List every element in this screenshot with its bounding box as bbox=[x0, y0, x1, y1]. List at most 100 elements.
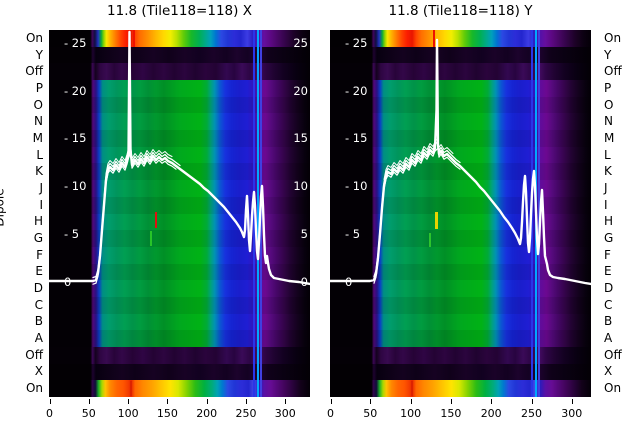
heatmap-band-j bbox=[49, 180, 310, 198]
power-trace-x bbox=[49, 30, 310, 286]
x-tick-label-x-200: 200 bbox=[196, 407, 218, 420]
heatmap-band-b bbox=[49, 313, 310, 331]
dipole-label-h: H bbox=[604, 214, 614, 229]
dipole-label-i: I bbox=[39, 197, 43, 212]
x-tick-label-x-150: 150 bbox=[156, 407, 178, 420]
heatmap-band-c bbox=[49, 296, 310, 315]
dipole-labels-left: On Y Off P O N M L K J I H G F E D C B A Off X On bbox=[0, 30, 43, 397]
spectral-line-mark-x-5 bbox=[155, 212, 157, 228]
dipole-label-off: Off bbox=[604, 64, 622, 79]
heatmap-band-n bbox=[49, 113, 310, 131]
x-tick-label-y-150: 150 bbox=[440, 407, 462, 420]
heatmap-band-off bbox=[49, 346, 310, 365]
heatmap-band-o bbox=[330, 96, 591, 115]
db-tick-right-0: 0 bbox=[300, 274, 308, 289]
db-tick-left-15: - 15 bbox=[345, 131, 368, 146]
x-tick-label-y-0: 0 bbox=[327, 407, 334, 420]
x-tick-label-y-300: 300 bbox=[561, 407, 583, 420]
x-tick-y-50 bbox=[370, 399, 372, 404]
dipole-label-f: F bbox=[604, 247, 611, 262]
db-tick-left-25: - 25 bbox=[64, 35, 87, 50]
power-trace-y bbox=[330, 38, 591, 286]
db-tick-left-5: - 5 bbox=[345, 226, 361, 241]
heatmap-band-e bbox=[49, 263, 310, 281]
dipole-label-n: N bbox=[604, 114, 613, 129]
dipole-label-y: Y bbox=[604, 47, 612, 62]
heatmap-band-m bbox=[330, 130, 591, 148]
spectral-line-mark-y-5 bbox=[435, 212, 438, 229]
dipole-label-l: L bbox=[36, 147, 43, 162]
heatmap-band-y bbox=[49, 46, 310, 65]
heatmap-band-on bbox=[49, 30, 310, 48]
dipole-label-b: B bbox=[604, 314, 613, 329]
x-tick-x-300 bbox=[285, 399, 287, 404]
heatmap-panel-y: - 25 - 20 - 15 - 10 - 5 0 bbox=[330, 30, 591, 397]
db-tick-left-15: - 15 bbox=[64, 131, 87, 146]
db-tick-right-10: 10 bbox=[293, 179, 308, 193]
dipole-label-e: E bbox=[604, 264, 612, 279]
db-tick-left-20: - 20 bbox=[64, 83, 87, 98]
x-tick-y-100 bbox=[410, 399, 412, 404]
heatmap-band-y bbox=[330, 46, 591, 65]
dipole-label-f: F bbox=[36, 247, 43, 262]
spectral-line-mark-y-6 bbox=[429, 233, 431, 247]
heatmap-panel-x: - 25 25 - 20 20 - 15 15 - 10 10 - 5 5 0 0 bbox=[49, 30, 310, 397]
db-tick-left-0: 0 bbox=[345, 274, 353, 289]
heatmap-band-on bbox=[330, 380, 591, 397]
x-tick-label-y-200: 200 bbox=[480, 407, 502, 420]
x-tick-label-x-0: 0 bbox=[46, 407, 53, 420]
dipole-label-x: X bbox=[34, 364, 43, 379]
heatmap-band-l bbox=[49, 146, 310, 165]
heatmap-band-f bbox=[49, 246, 310, 265]
heatmap-band-m bbox=[49, 130, 310, 148]
x-tick-y-250 bbox=[531, 399, 533, 404]
dipole-label-k: K bbox=[35, 164, 43, 179]
dipole-label-c: C bbox=[604, 297, 613, 312]
dipole-label-m: M bbox=[32, 131, 43, 146]
x-tick-label-x-100: 100 bbox=[117, 407, 139, 420]
dipole-label-d: D bbox=[604, 281, 614, 296]
dipole-label-h: H bbox=[33, 214, 43, 229]
x-tick-label-x-250: 250 bbox=[235, 407, 257, 420]
dipole-label-off: Off bbox=[25, 64, 43, 79]
dipole-label-a: A bbox=[34, 331, 43, 346]
x-tick-x-250 bbox=[246, 399, 247, 404]
dipole-label-p: P bbox=[604, 81, 612, 96]
db-tick-right-5: 5 bbox=[300, 226, 308, 241]
db-tick-left-0: 0 bbox=[64, 274, 72, 289]
dipole-label-y: Y bbox=[35, 47, 43, 62]
heatmap-band-x bbox=[330, 363, 591, 381]
heatmap-band-a bbox=[330, 330, 591, 348]
dipole-label-off: Off bbox=[25, 347, 43, 362]
dipole-label-on: On bbox=[25, 381, 43, 396]
dipole-label-k: K bbox=[604, 164, 612, 179]
dipole-label-a: A bbox=[604, 331, 613, 346]
db-tick-right-20: 20 bbox=[293, 83, 308, 98]
heatmap-band-d bbox=[49, 280, 310, 298]
dipole-label-d: D bbox=[33, 281, 43, 296]
dipole-label-j: J bbox=[604, 181, 608, 196]
db-tick-left-20: - 20 bbox=[345, 83, 368, 98]
db-tick-right-25: 25 bbox=[293, 35, 308, 50]
spectral-line-mark-y-4 bbox=[411, 381, 413, 396]
heatmap-band-n bbox=[330, 113, 591, 131]
heatmap-band-b bbox=[330, 313, 591, 331]
heatmap-band-e bbox=[330, 263, 591, 281]
heatmap-band-o bbox=[49, 96, 310, 115]
heatmap-band-d bbox=[330, 280, 591, 298]
spectral-line-mark-x-6 bbox=[149, 231, 152, 246]
spectral-line-mark-y-2 bbox=[538, 30, 540, 397]
dipole-labels-right: On Y Off P O N M L K J I H G F E D C B A Off X On bbox=[604, 30, 640, 397]
dipole-label-g: G bbox=[33, 231, 43, 246]
x-tick-x-100 bbox=[128, 399, 130, 404]
dipole-label-on: On bbox=[604, 381, 622, 396]
heatmap-band-off bbox=[49, 63, 310, 81]
x-tick-label-x-50: 50 bbox=[81, 407, 96, 420]
dipole-label-m: M bbox=[604, 131, 615, 146]
dipole-label-on: On bbox=[604, 31, 622, 45]
dipole-label-j: J bbox=[39, 181, 43, 196]
x-tick-x-0 bbox=[49, 399, 51, 404]
db-tick-left-25: - 25 bbox=[345, 35, 368, 50]
heatmap-band-off bbox=[330, 346, 591, 365]
heatmap-band-off bbox=[330, 63, 591, 81]
